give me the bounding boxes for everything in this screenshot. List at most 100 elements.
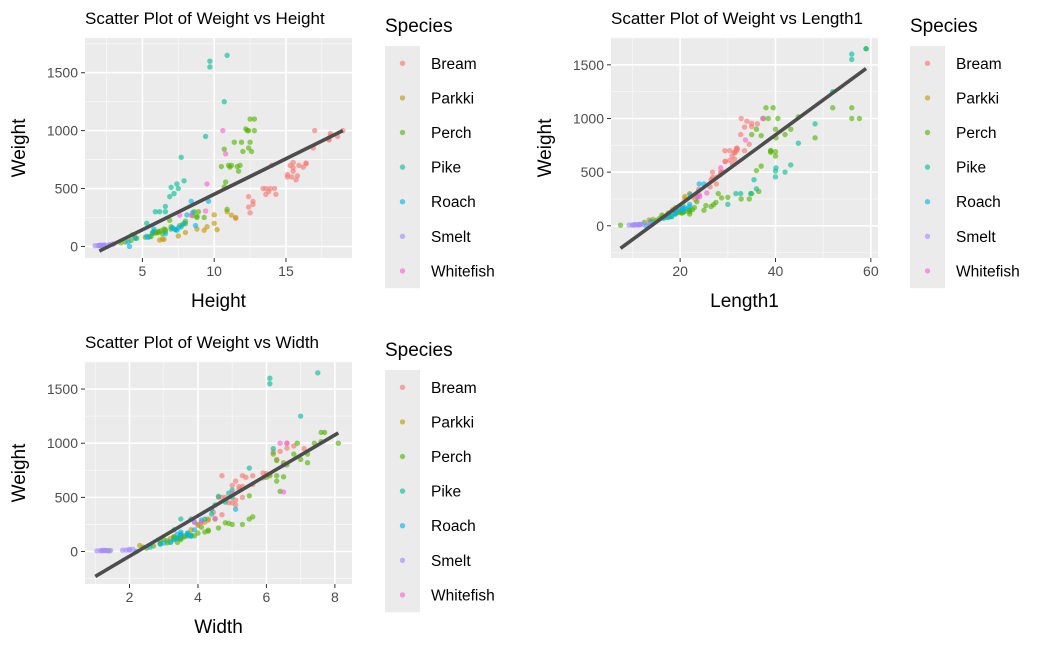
data-point xyxy=(765,115,772,122)
legend-label-pike: Pike xyxy=(956,160,986,177)
data-point xyxy=(246,465,253,471)
series-pike xyxy=(144,52,230,226)
data-point xyxy=(232,478,239,484)
chart-title: Scatter Plot of Weight vs Width xyxy=(85,333,319,352)
x-tick-label: 10 xyxy=(206,263,222,279)
data-point xyxy=(293,177,299,183)
data-point xyxy=(773,165,779,171)
data-point xyxy=(162,226,169,233)
data-point xyxy=(277,448,283,455)
x-tick-label: 5 xyxy=(139,263,147,279)
y-axis-title: Weight xyxy=(9,118,30,178)
data-point xyxy=(772,153,779,159)
data-point xyxy=(191,527,198,533)
data-point xyxy=(704,190,710,196)
data-point xyxy=(315,370,321,376)
data-point xyxy=(175,233,182,239)
data-point xyxy=(239,521,246,528)
data-point xyxy=(733,190,739,197)
y-tick-label: 1000 xyxy=(47,435,78,451)
data-point xyxy=(273,457,280,464)
legend-label-smelt: Smelt xyxy=(431,229,471,246)
data-point xyxy=(289,174,295,180)
data-point xyxy=(772,149,779,155)
data-point xyxy=(294,440,300,446)
data-point xyxy=(220,127,226,134)
data-point xyxy=(294,173,301,179)
legend-key-whitefish xyxy=(399,268,406,274)
data-point xyxy=(742,137,749,143)
data-point xyxy=(107,547,114,554)
data-point xyxy=(734,146,741,152)
data-point xyxy=(284,445,290,451)
data-point xyxy=(768,147,774,154)
data-point xyxy=(224,52,230,59)
data-point xyxy=(151,226,157,232)
series-bream xyxy=(233,127,346,222)
trend-line xyxy=(94,431,340,578)
data-point xyxy=(297,456,304,463)
legend-label-whitefish: Whitefish xyxy=(431,263,495,280)
data-point xyxy=(182,229,189,236)
data-point xyxy=(184,212,190,218)
data-point xyxy=(696,181,702,187)
data-point xyxy=(238,139,245,145)
legend-key-roach xyxy=(399,199,406,205)
data-point xyxy=(703,202,709,209)
data-point xyxy=(221,146,227,152)
data-point xyxy=(244,127,250,134)
data-point xyxy=(181,220,187,226)
data-point xyxy=(297,413,304,419)
data-point xyxy=(296,162,302,169)
data-point xyxy=(722,158,728,165)
data-point xyxy=(162,208,169,215)
data-point xyxy=(247,139,253,145)
data-point xyxy=(132,235,138,242)
data-point xyxy=(772,126,779,132)
data-marks xyxy=(617,46,869,250)
data-point xyxy=(772,174,779,180)
data-point xyxy=(713,199,719,206)
data-point xyxy=(770,105,776,111)
data-point xyxy=(204,224,210,230)
legend-label-parkki: Parkki xyxy=(431,414,474,431)
data-point xyxy=(754,121,761,127)
x-tick-label: 2 xyxy=(126,589,134,605)
data-point xyxy=(219,473,225,479)
data-point xyxy=(221,98,227,105)
y-axis-title: Weight xyxy=(535,118,556,178)
data-point xyxy=(682,205,689,212)
data-point xyxy=(753,186,760,192)
data-point xyxy=(178,516,184,522)
legend-key-smelt xyxy=(399,557,406,563)
data-point xyxy=(753,126,760,132)
data-point xyxy=(701,207,707,213)
data-point xyxy=(746,141,752,147)
data-point xyxy=(284,440,290,446)
data-point xyxy=(201,214,207,221)
data-point xyxy=(271,185,278,192)
legend-label-parkki: Parkki xyxy=(431,90,474,107)
series-whitefish xyxy=(191,440,290,525)
legend-key-whitefish xyxy=(924,268,931,274)
data-point xyxy=(204,181,210,187)
data-point xyxy=(174,181,180,187)
legend-key-whitefish xyxy=(399,592,406,598)
data-point xyxy=(144,233,150,240)
data-point xyxy=(747,190,754,197)
legend-label-roach: Roach xyxy=(431,518,476,535)
legend-label-pike: Pike xyxy=(431,160,461,177)
legend-key-roach xyxy=(399,523,406,529)
data-point xyxy=(235,168,242,174)
data-point xyxy=(273,473,280,479)
data-point xyxy=(748,131,755,138)
data-point xyxy=(126,243,133,250)
data-point xyxy=(725,194,731,201)
y-tick-label: 500 xyxy=(581,164,605,180)
x-tick-label: 8 xyxy=(331,589,339,605)
legend-label-bream: Bream xyxy=(956,56,1002,73)
data-point xyxy=(304,460,311,466)
data-point xyxy=(166,217,173,224)
chart-title: Scatter Plot of Weight vs Length1 xyxy=(611,9,863,28)
data-point xyxy=(251,127,258,134)
